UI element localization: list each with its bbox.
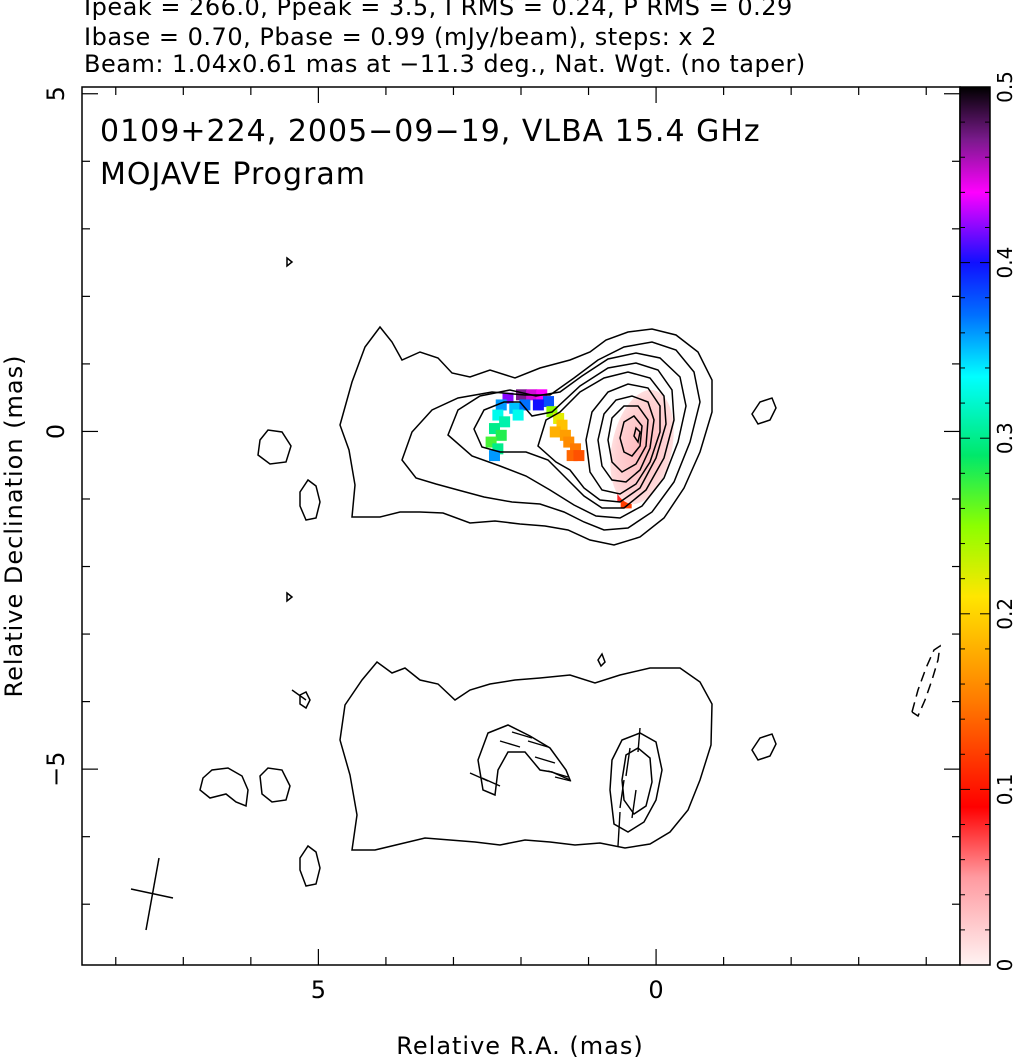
polarization-contour-se-blob — [299, 844, 321, 887]
evpa-stick — [554, 776, 572, 782]
header-line-1: Ipeak = 266.0, Ppeak = 3.5, I RMS = 0.24… — [84, 0, 793, 21]
polarization-pixel — [559, 429, 571, 441]
intensity-contour-se-blob — [299, 478, 321, 521]
y-tick-label: 0 — [42, 424, 70, 439]
evpa-stick — [637, 727, 641, 753]
polarization-pixel — [549, 426, 561, 438]
intensity-contour-10 — [633, 426, 641, 444]
polarization-pixel — [495, 399, 507, 411]
y-axis-label: Relative Declination (mas) — [0, 354, 28, 697]
colorbar-tick-label: 0.5 — [993, 71, 1017, 103]
map-annotation-source: 0109+224, 2005−09−19, VLBA 15.4 GHz — [100, 114, 761, 149]
polarization-pixel — [573, 450, 585, 462]
evpa-stick — [547, 770, 569, 778]
intensity-contour-6 — [585, 383, 661, 495]
polarization-pixel — [485, 436, 497, 448]
polarization-pixel — [488, 450, 500, 462]
axis-ticks — [82, 87, 960, 965]
y-tick-label: 5 — [42, 86, 70, 101]
beam-marker — [130, 857, 174, 931]
intensity-contour-8 — [607, 405, 649, 473]
evpa-stick — [511, 731, 533, 739]
intensity-contour-dot-mid — [286, 591, 294, 603]
intensity-contour-2 — [401, 341, 701, 531]
polarization-pixel — [566, 450, 578, 462]
core-fractional-polarization-region — [610, 389, 674, 505]
polarization-contour-east-blob — [199, 767, 249, 808]
intensity-contour-5 — [537, 371, 667, 503]
polarization-pixel — [553, 412, 565, 424]
intensity-contour-west-blob — [751, 397, 777, 425]
evpa-stick — [619, 779, 625, 809]
polarization-contours — [199, 644, 941, 887]
evpa-stick — [291, 689, 307, 701]
polarization-contour-small-1 — [299, 690, 311, 710]
polarization-pixel — [492, 409, 504, 421]
colorbar-ticks — [960, 86, 990, 966]
intensity-contour-9 — [619, 415, 643, 457]
colorbar-tick-label: 0.1 — [993, 773, 1017, 805]
map-annotation-program: MOJAVE Program — [100, 157, 366, 192]
header-line-3: Beam: 1.04x0.61 mas at −11.3 deg., Nat. … — [84, 50, 806, 78]
evpa-vectors — [291, 689, 641, 847]
polarization-contour-2 — [609, 732, 663, 833]
polarization-pixel — [502, 392, 514, 404]
header-line-2: Ibase = 0.70, Pbase = 0.99 (mJy/beam), s… — [84, 23, 718, 51]
polarization-pixel — [512, 409, 524, 421]
polarization-pixel — [543, 396, 555, 408]
plot-frame — [81, 86, 961, 966]
polarization-contour-east-blob-2 — [259, 767, 291, 803]
evpa-stick — [625, 747, 631, 777]
evpa-stick — [631, 789, 637, 819]
polarization-pixel — [620, 497, 632, 509]
polarization-pixel — [570, 443, 582, 455]
negative-contour-west — [911, 644, 941, 718]
polarization-contour-3 — [621, 747, 653, 816]
y-tick-labels: 5 0 −5 — [42, 86, 70, 787]
intensity-contour-3 — [447, 352, 687, 519]
polarization-pixel — [492, 443, 504, 455]
intensity-contour-4 — [473, 362, 675, 509]
evpa-stick — [499, 740, 521, 748]
polarization-pixel — [532, 399, 544, 411]
beam-minor-axis — [130, 888, 174, 899]
evpa-stick — [617, 811, 621, 847]
polarization-pixel — [563, 436, 575, 448]
y-tick-label: −5 — [42, 751, 70, 786]
intensity-contour-outer — [339, 325, 713, 546]
x-tick-label: 0 — [648, 976, 663, 1004]
polarization-pixel — [499, 416, 511, 428]
colorbar-tick-labels: 0 0.1 0.2 0.3 0.4 0.5 — [993, 71, 1017, 971]
polarization-pixel — [509, 402, 521, 414]
colorbar-tick-label: 0.2 — [993, 598, 1017, 630]
evpa-stick — [534, 756, 556, 764]
colorbar-tick-label: 0.4 — [993, 247, 1017, 279]
evpa-stick — [469, 772, 489, 782]
colorbar-tick-label: 0 — [993, 959, 1017, 972]
polarization-pixel — [519, 399, 531, 411]
intensity-contour-east-blob — [257, 429, 292, 465]
intensity-contour-7 — [597, 395, 655, 483]
polarization-pixel — [556, 419, 568, 431]
evpa-stick — [527, 740, 549, 748]
polarization-pixel — [488, 423, 500, 435]
intensity-contours — [257, 256, 777, 603]
polarization-contour-west-blob — [751, 733, 777, 761]
polarization-contour-outer — [339, 660, 713, 851]
intensity-contour-dot-upper — [286, 256, 294, 268]
x-tick-label: 5 — [311, 976, 326, 1004]
polarization-pixel — [495, 429, 507, 441]
polarization-contour-small-2 — [597, 652, 606, 668]
x-axis-label: Relative R.A. (mas) — [396, 1032, 643, 1060]
colorbar — [959, 86, 991, 966]
colorbar-tick-label: 0.3 — [993, 422, 1017, 454]
